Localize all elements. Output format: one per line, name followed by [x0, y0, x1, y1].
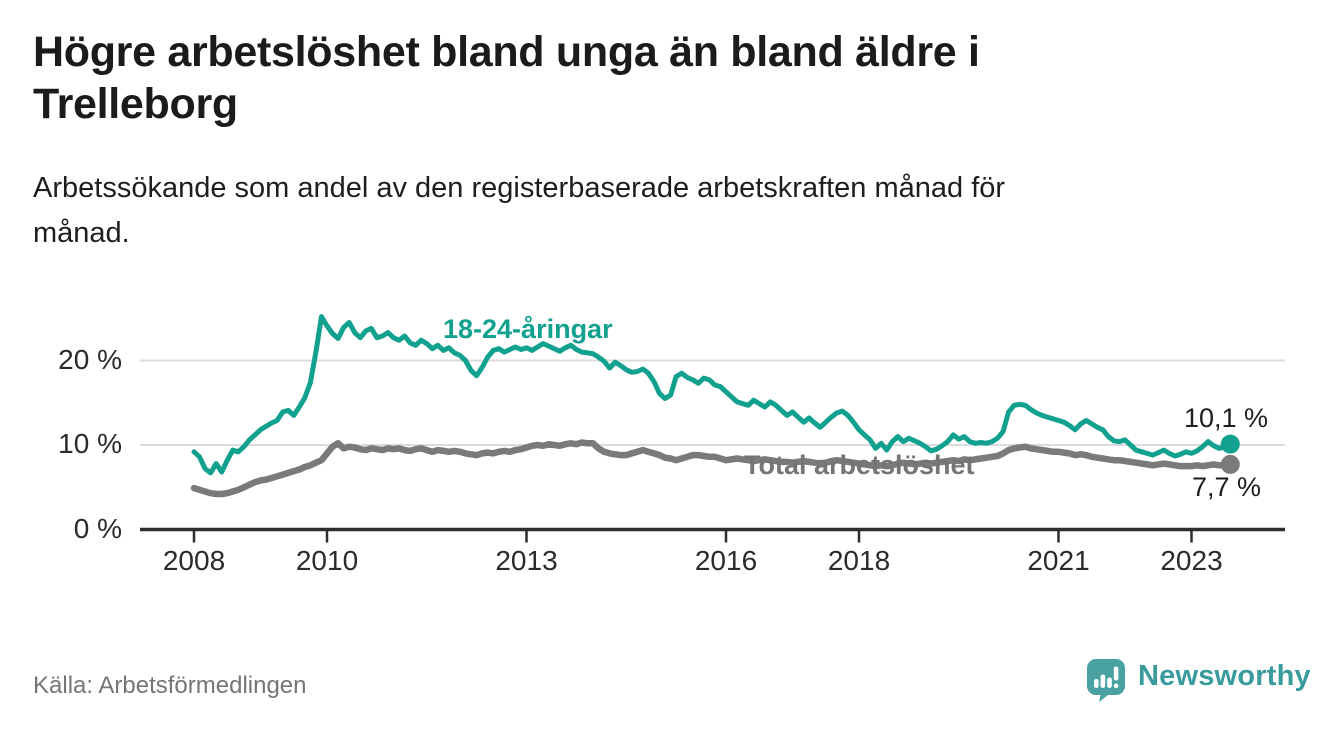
x-axis-label: 2013 — [495, 545, 558, 576]
page-title-line-2: Trelleborg — [33, 80, 238, 128]
series-label-total: Total arbetslöshet — [744, 450, 975, 480]
source-note: Källa: Arbetsförmedlingen — [33, 672, 307, 699]
x-axis-label: 2023 — [1160, 545, 1223, 576]
newsworthy-logo: Newsworthy — [1087, 659, 1311, 702]
exclamation-bar-icon — [1113, 666, 1119, 681]
brand-name: Newsworthy — [1138, 660, 1311, 692]
bar-icon-small — [1094, 679, 1099, 688]
youth-end-dot — [1220, 434, 1240, 454]
y-axis-label: 20 % — [58, 343, 122, 375]
x-axis-label: 2010 — [295, 545, 359, 576]
youth-line — [191, 314, 1233, 476]
page-title-line-1: Högre arbetslöshet bland unga än bland ä… — [33, 28, 980, 76]
page-subtitle-line-2: månad. — [33, 217, 130, 249]
bar-icon-medium — [1100, 674, 1106, 688]
y-axis-label: 0 % — [73, 512, 122, 544]
end-value-label-total: 7,7 % — [1192, 472, 1262, 502]
x-axis-label: 2016 — [694, 545, 758, 576]
total-end-dot — [1220, 454, 1240, 474]
x-axis-label: 2021 — [1027, 545, 1090, 576]
bar-icon-tall — [1107, 677, 1112, 688]
newsworthy-logo-icon — [1087, 659, 1125, 702]
series-label-youth: 18-24-åringar — [443, 314, 613, 344]
y-axis-label: 10 % — [58, 428, 122, 459]
x-axis-label: 2018 — [827, 545, 891, 576]
x-axis-label: 2008 — [162, 545, 226, 576]
end-value-label-youth: 10,1 % — [1184, 403, 1269, 433]
page-subtitle: Arbetssökande som andel av den registerb… — [33, 166, 1293, 256]
total-line — [190, 439, 1234, 498]
exclamation-dot-icon — [1113, 683, 1119, 689]
speech-bubble-shape — [1087, 659, 1125, 702]
page-title: Högre arbetslöshet bland unga än bland ä… — [33, 26, 1293, 130]
page-subtitle-line-1: Arbetssökande som andel av den registerb… — [33, 172, 1006, 204]
